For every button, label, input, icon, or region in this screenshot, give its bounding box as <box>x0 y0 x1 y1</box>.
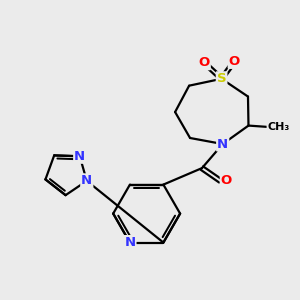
Text: S: S <box>217 72 226 85</box>
Text: N: N <box>124 236 136 249</box>
Text: N: N <box>81 174 92 188</box>
Text: O: O <box>229 55 240 68</box>
Text: CH₃: CH₃ <box>268 122 290 132</box>
Text: O: O <box>199 56 210 69</box>
Text: O: O <box>221 174 232 187</box>
Text: N: N <box>74 150 85 163</box>
Text: N: N <box>217 137 228 151</box>
